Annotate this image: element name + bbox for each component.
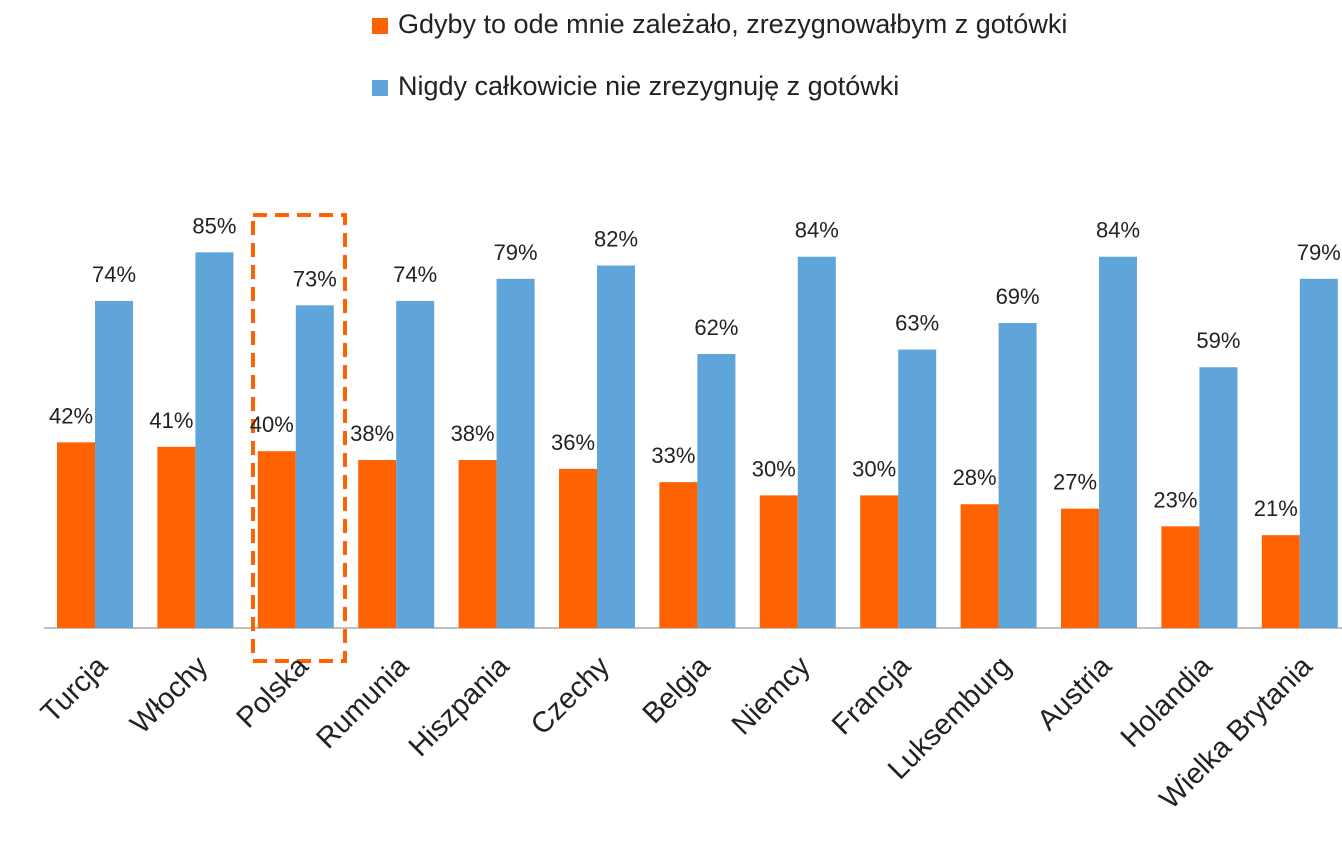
x-tick-label: Polska bbox=[231, 650, 316, 735]
legend-swatch bbox=[372, 18, 388, 34]
bar bbox=[496, 278, 535, 628]
bar bbox=[257, 451, 296, 628]
bar bbox=[1261, 535, 1300, 628]
x-tick-label: Niemcy bbox=[726, 650, 817, 741]
value-label: 40% bbox=[250, 412, 294, 437]
bar bbox=[998, 323, 1037, 628]
bar bbox=[57, 442, 95, 628]
value-label: 30% bbox=[752, 456, 796, 481]
legend-label: Nigdy całkowicie nie zrezygnuję z gotówk… bbox=[398, 71, 899, 101]
bar bbox=[759, 495, 798, 628]
value-label: 74% bbox=[92, 262, 136, 287]
bar bbox=[559, 468, 597, 628]
x-tick-label: Rumunia bbox=[310, 650, 415, 755]
value-label: 42% bbox=[49, 403, 93, 428]
bar bbox=[1161, 526, 1200, 628]
value-label: 38% bbox=[350, 421, 394, 446]
x-tick-label: Francja bbox=[826, 650, 918, 742]
bar bbox=[358, 460, 397, 628]
value-label: 84% bbox=[795, 218, 839, 243]
bar bbox=[195, 252, 234, 629]
bar bbox=[697, 353, 736, 628]
bar bbox=[1099, 256, 1137, 628]
x-tick-label: Turcja bbox=[35, 650, 114, 729]
value-label: 85% bbox=[192, 213, 236, 238]
value-label: 23% bbox=[1153, 487, 1197, 512]
value-label: 41% bbox=[149, 408, 193, 433]
value-label: 69% bbox=[996, 284, 1040, 309]
value-label: 74% bbox=[393, 262, 437, 287]
value-label: 63% bbox=[895, 311, 939, 336]
value-label: 73% bbox=[293, 266, 337, 291]
bar bbox=[659, 482, 698, 628]
bar bbox=[458, 460, 497, 628]
bar bbox=[157, 446, 196, 628]
value-label: 21% bbox=[1254, 496, 1298, 521]
value-label: 27% bbox=[1053, 470, 1097, 495]
bar bbox=[295, 305, 334, 628]
legend-label: Gdyby to ode mnie zależało, zrezygnowałb… bbox=[398, 9, 1067, 39]
bar bbox=[1199, 367, 1238, 628]
value-label: 28% bbox=[953, 465, 997, 490]
value-label: 59% bbox=[1196, 328, 1240, 353]
value-label: 30% bbox=[852, 456, 896, 481]
x-tick-label: Belgia bbox=[637, 650, 717, 730]
bar bbox=[898, 349, 937, 628]
value-label: 79% bbox=[494, 240, 538, 265]
bar bbox=[1061, 508, 1099, 628]
bar bbox=[396, 300, 435, 628]
bar bbox=[860, 495, 899, 628]
x-tick-label: Włochy bbox=[124, 650, 214, 740]
value-label: 33% bbox=[651, 443, 695, 468]
bar bbox=[597, 265, 635, 628]
x-tick-label: Hiszpania bbox=[403, 650, 516, 763]
x-tick-label: Holandia bbox=[1115, 650, 1219, 754]
value-label: 62% bbox=[694, 315, 738, 340]
value-label: 79% bbox=[1297, 240, 1341, 265]
value-label: 38% bbox=[451, 421, 495, 446]
x-tick-label: Czechy bbox=[525, 650, 616, 741]
x-tick-label: Austria bbox=[1031, 650, 1118, 737]
bar bbox=[1299, 278, 1338, 628]
bar bbox=[960, 504, 999, 628]
bar bbox=[95, 300, 133, 628]
legend-swatch bbox=[372, 80, 388, 96]
highlight-box bbox=[251, 213, 347, 663]
value-label: 84% bbox=[1096, 218, 1140, 243]
bar bbox=[797, 256, 836, 628]
value-label: 36% bbox=[551, 430, 595, 455]
value-label: 82% bbox=[594, 227, 638, 252]
